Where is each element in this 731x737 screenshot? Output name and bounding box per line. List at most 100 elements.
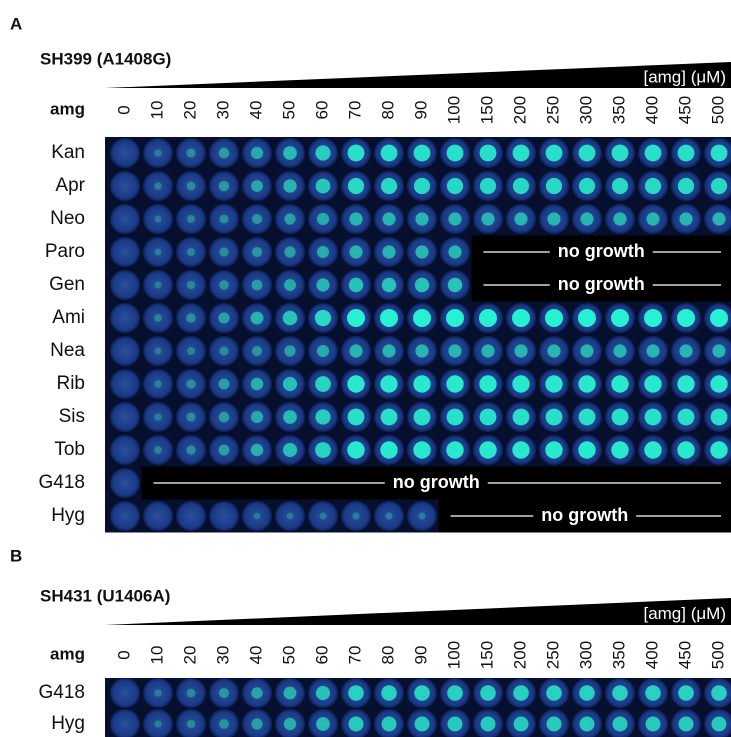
well-growth [448,245,461,258]
concentration-label: 60 [312,646,331,665]
well-growth [219,346,228,355]
concentration-label: 100 [444,641,463,669]
well-growth [284,345,295,356]
well-growth [481,344,494,357]
well [110,171,140,201]
concentration-label: 20 [180,646,199,665]
well-growth [414,178,430,194]
well-growth [283,443,297,457]
well-growth [415,245,428,258]
well-growth [711,685,727,701]
well-growth [415,717,430,732]
well-growth [513,178,529,194]
well-growth [380,441,397,458]
well-growth [283,311,298,326]
well-growth [447,409,464,426]
concentration-label: 0 [114,650,133,659]
well-growth [645,178,661,194]
well-growth [480,145,497,162]
well-growth [646,717,661,732]
no-growth-label: no growth [558,274,645,294]
concentration-label: 250 [543,96,562,124]
well-growth [547,344,560,357]
row-label: Gen [49,274,85,295]
well-growth [251,378,264,391]
well-growth [547,717,562,732]
well-growth [612,409,629,426]
well-growth [612,685,628,701]
well-growth [580,212,593,225]
concentration-label: 150 [477,96,496,124]
concentration-label: 450 [675,96,694,124]
well-growth [316,686,330,700]
well-growth [154,446,162,454]
well [110,468,140,498]
concentration-label: 60 [312,101,331,120]
row-label: Ami [52,307,85,328]
well-growth [315,409,330,424]
well [110,204,140,234]
well-growth [514,717,529,732]
well-growth [352,512,359,519]
well-growth [348,145,365,162]
well-growth [413,375,430,392]
well-growth [251,718,262,729]
well [209,501,239,531]
well-growth [382,245,395,258]
concentration-label: 250 [543,641,562,669]
well-growth [446,441,463,458]
well-growth [512,309,530,327]
well-growth [612,145,629,162]
well-growth [347,309,365,327]
well-growth [154,149,162,157]
no-growth-label: no growth [541,505,628,525]
well-growth [644,309,662,327]
well [110,237,140,267]
concentration-label: 350 [609,96,628,124]
well-growth [347,441,364,458]
well-growth [186,412,195,421]
well-growth [513,409,530,426]
well-growth [317,213,329,225]
concentration-label: 70 [345,101,364,120]
well-growth [316,179,331,194]
concentration-label: 10 [147,646,166,665]
well-growth [219,688,229,698]
well-growth [546,145,563,162]
well-growth [415,212,428,225]
well-growth [710,375,727,392]
well-growth [315,442,331,458]
well-growth [611,375,628,392]
well-growth [579,409,596,426]
well-growth [319,512,326,519]
well-growth [547,212,560,225]
well-growth [481,717,496,732]
well-growth [186,379,195,388]
well-growth [512,375,529,392]
well-growth [611,309,629,327]
well-growth [154,413,162,421]
well-growth [646,212,659,225]
well-growth [513,145,530,162]
concentration-label: 200 [510,96,529,124]
well-growth [446,375,463,392]
row-label: Apr [55,175,85,196]
concentration-label: 100 [444,96,463,124]
header-label: amg [50,99,85,118]
well-growth [284,279,296,291]
well-growth [154,281,161,288]
concentration-label: 200 [510,641,529,669]
well-growth [251,687,262,698]
well-growth [315,376,331,392]
well [110,270,140,300]
well-growth [154,215,161,222]
row-label: G418 [39,472,85,493]
well [110,501,140,531]
concentration-label: 150 [477,641,496,669]
well-growth [479,309,497,327]
concentration-label: 300 [576,641,595,669]
well-growth [414,145,431,162]
well-growth [580,344,593,357]
well-growth [382,278,396,292]
concentration-label: 30 [213,646,232,665]
